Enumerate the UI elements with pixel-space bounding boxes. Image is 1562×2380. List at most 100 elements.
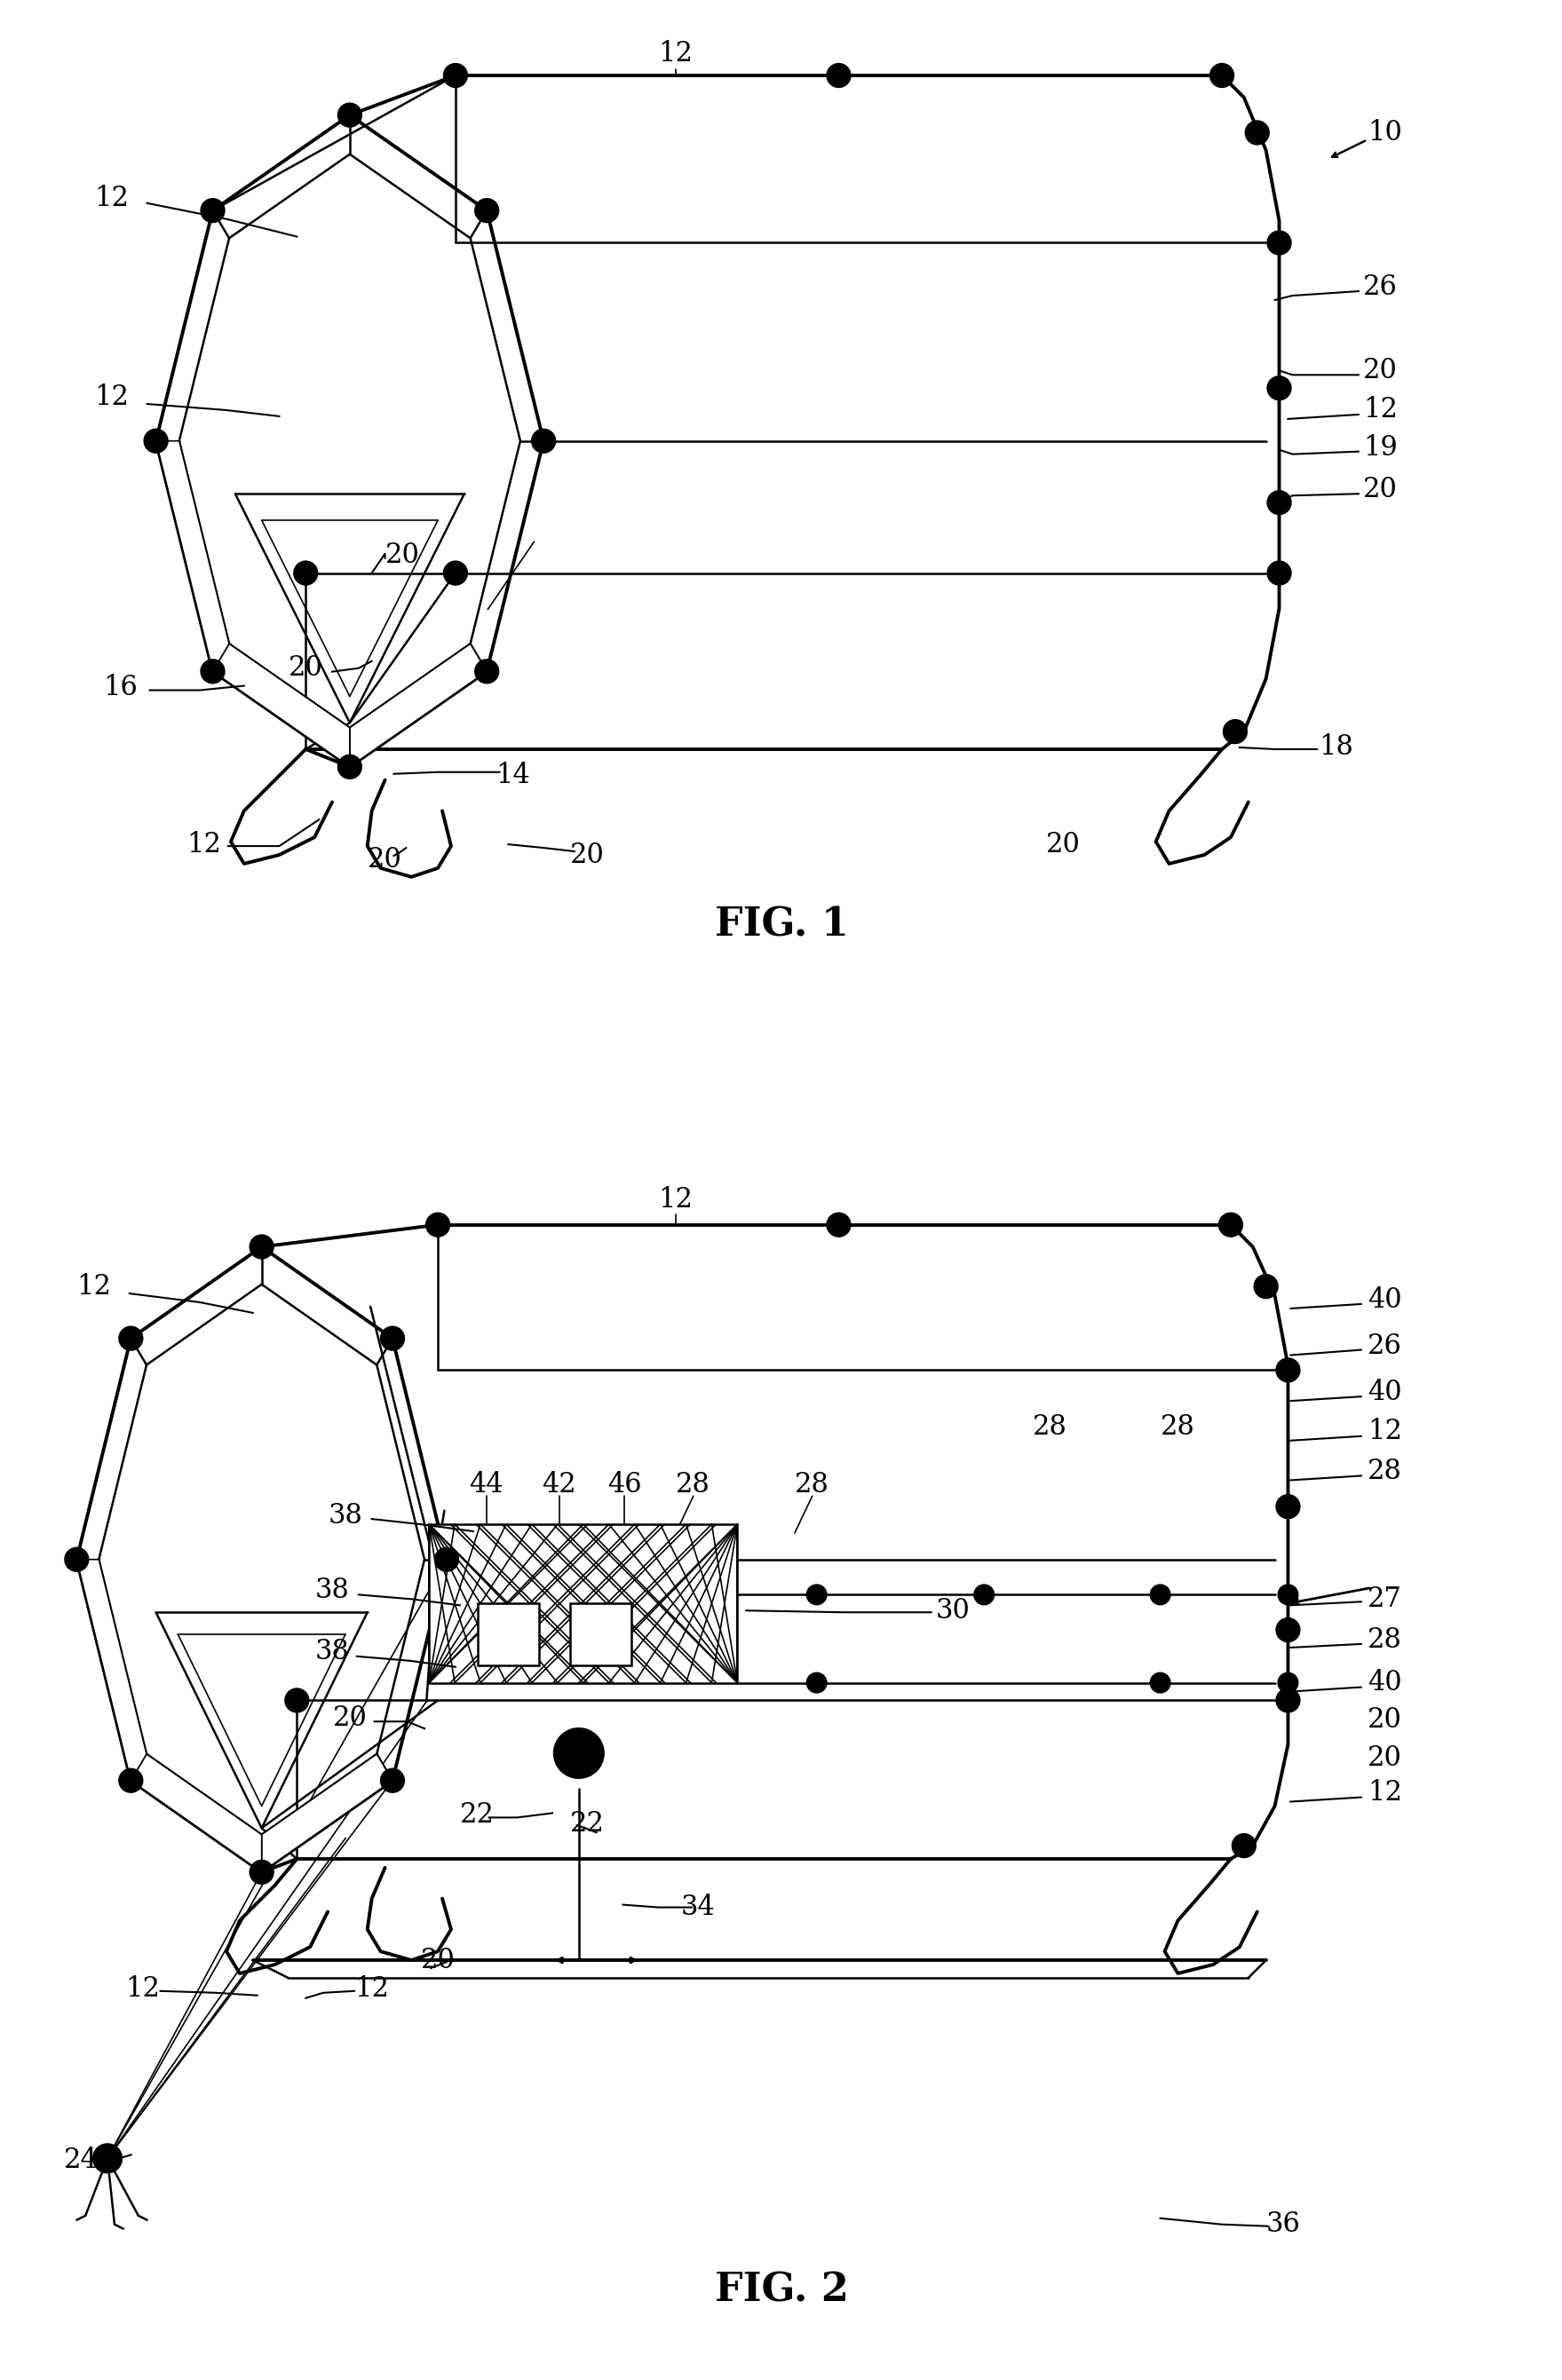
Text: 20: 20 [289, 655, 323, 683]
Bar [570, 1604, 631, 1666]
Text: 40: 40 [1368, 1378, 1403, 1407]
Bar [430, 1523, 737, 1683]
Text: 20: 20 [1368, 1706, 1403, 1733]
Text: 26: 26 [1368, 1333, 1403, 1359]
Polygon shape [212, 643, 350, 766]
Circle shape [475, 659, 498, 683]
Circle shape [812, 1678, 822, 1687]
Polygon shape [350, 643, 487, 766]
Text: 34: 34 [681, 1894, 715, 1921]
Text: 12: 12 [95, 186, 130, 212]
Text: 20: 20 [570, 840, 604, 869]
Circle shape [1282, 1626, 1293, 1635]
Circle shape [1229, 726, 1240, 738]
Text: 40: 40 [1368, 1668, 1403, 1697]
Text: 20: 20 [386, 543, 420, 569]
Text: 36: 36 [1267, 2211, 1301, 2237]
Text: 12: 12 [1368, 1780, 1403, 1806]
Text: 18: 18 [1320, 733, 1354, 762]
Circle shape [1275, 569, 1284, 578]
Circle shape [450, 569, 461, 578]
Circle shape [808, 1673, 826, 1692]
Text: 38: 38 [328, 1502, 362, 1530]
Polygon shape [156, 440, 230, 671]
Circle shape [1239, 1840, 1250, 1852]
Circle shape [125, 1333, 136, 1345]
Circle shape [1282, 1364, 1293, 1376]
Text: 20: 20 [1047, 831, 1081, 859]
Circle shape [1282, 1502, 1293, 1511]
Circle shape [381, 1768, 405, 1792]
Text: 28: 28 [1161, 1414, 1195, 1442]
Circle shape [292, 1695, 301, 1706]
Text: 12: 12 [659, 40, 694, 67]
Circle shape [294, 562, 317, 585]
Circle shape [208, 205, 219, 217]
Circle shape [1156, 1590, 1165, 1599]
Circle shape [444, 64, 467, 88]
Polygon shape [77, 1559, 147, 1780]
Text: 12: 12 [1364, 397, 1398, 424]
Circle shape [345, 762, 355, 771]
Text: 10: 10 [1368, 119, 1403, 148]
Circle shape [300, 569, 311, 578]
Circle shape [539, 436, 548, 445]
Circle shape [426, 1214, 450, 1235]
Circle shape [339, 754, 361, 778]
Text: 46: 46 [608, 1471, 642, 1499]
Text: 24: 24 [64, 2147, 98, 2173]
Text: 22: 22 [461, 1802, 495, 1828]
Circle shape [387, 1333, 398, 1345]
Circle shape [150, 436, 161, 445]
Circle shape [1254, 1276, 1278, 1297]
Bar [478, 1604, 539, 1666]
Circle shape [66, 1547, 87, 1571]
Circle shape [834, 1219, 843, 1230]
Circle shape [250, 1861, 273, 1883]
Circle shape [1275, 497, 1284, 507]
Circle shape [201, 200, 225, 221]
Circle shape [1276, 1690, 1300, 1711]
Circle shape [208, 666, 219, 676]
Circle shape [94, 2144, 122, 2173]
Circle shape [387, 1775, 398, 1785]
Text: 27: 27 [1368, 1585, 1403, 1614]
Text: 12: 12 [125, 1975, 159, 2004]
Circle shape [1276, 1618, 1300, 1642]
Text: 16: 16 [103, 674, 137, 702]
Text: 20: 20 [420, 1947, 455, 1973]
Text: 20: 20 [1368, 1745, 1403, 1773]
Circle shape [1268, 376, 1290, 400]
Circle shape [1232, 1835, 1256, 1856]
Text: 26: 26 [1364, 274, 1398, 300]
Circle shape [256, 1242, 267, 1252]
Polygon shape [131, 1754, 262, 1873]
Text: 22: 22 [570, 1809, 604, 1837]
Circle shape [1284, 1590, 1292, 1599]
Circle shape [125, 1775, 136, 1785]
Text: 28: 28 [1368, 1626, 1403, 1654]
Circle shape [481, 205, 492, 217]
Circle shape [808, 1585, 826, 1604]
Circle shape [1156, 1678, 1165, 1687]
Circle shape [381, 1328, 405, 1349]
Text: 28: 28 [1368, 1457, 1403, 1485]
Circle shape [1275, 238, 1284, 248]
Circle shape [444, 562, 467, 585]
Text: 12: 12 [187, 831, 222, 859]
Circle shape [979, 1590, 989, 1599]
Circle shape [1268, 490, 1290, 514]
Circle shape [119, 1328, 142, 1349]
Circle shape [555, 1728, 603, 1778]
Circle shape [1275, 383, 1284, 393]
Polygon shape [262, 1754, 392, 1873]
Circle shape [72, 1554, 81, 1564]
Text: 42: 42 [542, 1471, 576, 1499]
Text: 40: 40 [1368, 1285, 1403, 1314]
Circle shape [286, 1690, 308, 1711]
Circle shape [436, 1547, 458, 1571]
Circle shape [812, 1590, 822, 1599]
Circle shape [1278, 1585, 1298, 1604]
Text: 20: 20 [1364, 357, 1398, 383]
Circle shape [1268, 231, 1290, 255]
